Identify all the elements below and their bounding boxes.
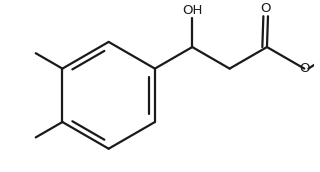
Text: OH: OH: [182, 4, 203, 17]
Text: O: O: [299, 62, 309, 75]
Text: O: O: [260, 2, 271, 15]
